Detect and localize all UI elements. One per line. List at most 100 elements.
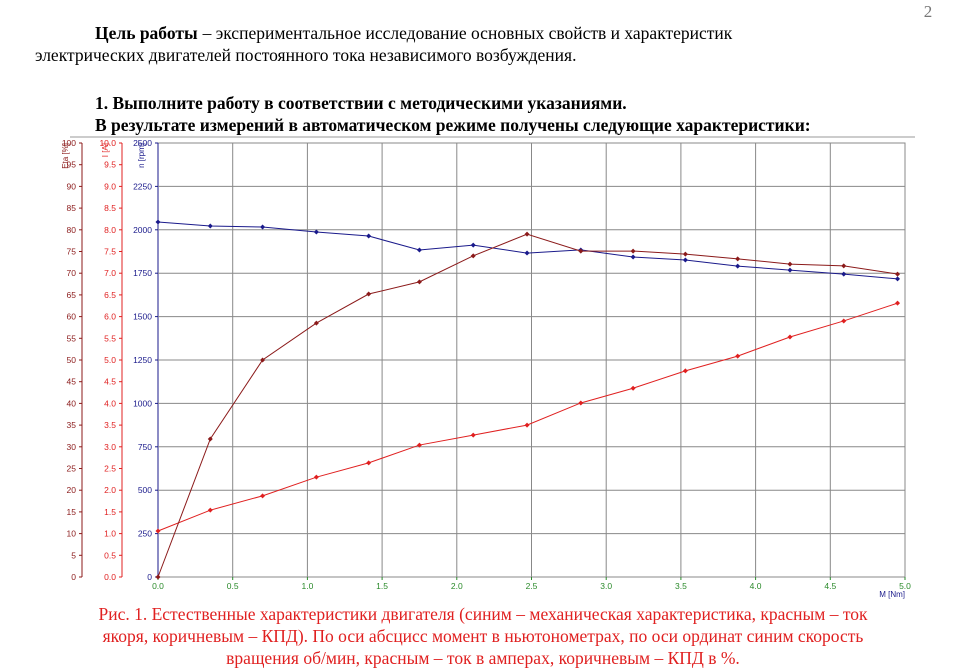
data-point (895, 300, 901, 306)
y-tick-label: 85 (67, 203, 77, 213)
series-line (157, 221, 898, 280)
series-line (157, 233, 898, 578)
y-tick-label: 90 (67, 181, 77, 191)
data-point (366, 460, 372, 466)
x-tick-label: 0.0 (152, 581, 164, 591)
y-tick-label: 0.5 (104, 550, 116, 560)
y-tick-label: 1.0 (104, 529, 116, 539)
y-tick-label: 8.5 (104, 203, 116, 213)
y-tick-label: 2000 (133, 225, 152, 235)
caption-line: вращения об/мин, красным – ток в амперах… (226, 648, 740, 668)
data-point (313, 474, 319, 480)
data-point (630, 254, 636, 260)
y-tick-label: 40 (67, 398, 77, 408)
intro-line: электрических двигателей постоянного ток… (35, 45, 576, 65)
y-tick-label: 1250 (133, 355, 152, 365)
y-tick-label: 55 (67, 333, 77, 343)
data-point (207, 507, 213, 513)
y-tick-label: 1.5 (104, 507, 116, 517)
y-axis-label: I [A] (101, 143, 110, 157)
y-tick-label: 250 (138, 529, 152, 539)
data-point (207, 436, 213, 442)
data-point (841, 271, 847, 277)
x-tick-label: 2.0 (451, 581, 463, 591)
y-tick-label: 2500 (133, 138, 152, 148)
data-point (630, 248, 636, 254)
data-point (470, 432, 476, 438)
y-tick-label: 80 (67, 225, 77, 235)
x-tick-label: 2.5 (526, 581, 538, 591)
data-point (735, 263, 741, 269)
caption-line: якоря, коричневым – КПД). По оси абсцисс… (103, 626, 864, 646)
y-tick-label: 45 (67, 377, 77, 387)
y-tick-label: 5 (71, 550, 76, 560)
y-tick-label: 0 (147, 572, 152, 582)
data-point (155, 574, 161, 580)
x-tick-label: 3.0 (600, 581, 612, 591)
data-point (260, 224, 266, 230)
x-tick-label: 5.0 (899, 581, 911, 591)
data-point (787, 267, 793, 273)
y-tick-label: 2250 (133, 181, 152, 191)
data-point (260, 493, 266, 499)
data-point (155, 219, 161, 225)
data-point (630, 385, 636, 391)
y-tick-label: 75 (67, 247, 77, 257)
y-tick-label: 2.0 (104, 485, 116, 495)
data-point (524, 422, 530, 428)
data-point (470, 242, 476, 248)
data-point (366, 291, 372, 297)
data-point (895, 271, 901, 277)
y-tick-label: 1500 (133, 312, 152, 322)
y-tick-label: 3.0 (104, 442, 116, 452)
data-point (578, 248, 584, 254)
y-tick-label: 3.5 (104, 420, 116, 430)
y-tick-label: 50 (67, 355, 77, 365)
y-tick-label: 0.0 (104, 572, 116, 582)
x-tick-label: 3.5 (675, 581, 687, 591)
y-tick-label: 10 (67, 529, 77, 539)
data-point (735, 353, 741, 359)
y-tick-label: 15 (67, 507, 77, 517)
y-tick-label: 10.0 (99, 138, 116, 148)
y-tick-label: 5.0 (104, 355, 116, 365)
x-tick-label: 1.0 (301, 581, 313, 591)
data-point (682, 368, 688, 374)
data-point (524, 250, 530, 256)
x-axis-label: M [Nm] (879, 590, 905, 599)
y-tick-label: 0 (71, 572, 76, 582)
y-tick-label: 30 (67, 442, 77, 452)
y-tick-label: 25 (67, 464, 77, 474)
y-tick-label: 1750 (133, 268, 152, 278)
data-point (416, 442, 422, 448)
y-tick-label: 65 (67, 290, 77, 300)
caption-line: Рис. 1. Естественные характеристики двиг… (98, 604, 868, 624)
x-tick-label: 4.0 (750, 581, 762, 591)
y-tick-label: 7.5 (104, 247, 116, 257)
heading-line: 1. Выполните работу в соответствии с мет… (95, 93, 627, 113)
y-tick-label: 1000 (133, 398, 152, 408)
data-point (313, 320, 319, 326)
data-point (524, 231, 530, 237)
y-axis-label: Eta [%] (61, 143, 70, 169)
y-tick-label: 100 (62, 138, 76, 148)
data-point (895, 276, 901, 282)
data-point (682, 251, 688, 257)
y-axis-label: n [rpm] (137, 143, 146, 168)
y-tick-label: 95 (67, 160, 77, 170)
y-tick-label: 60 (67, 312, 77, 322)
intro-line: Цель работы – экспериментальное исследова… (95, 23, 733, 43)
data-point (841, 263, 847, 269)
data-point (787, 261, 793, 267)
page-number: 2 (924, 2, 933, 21)
y-tick-label: 35 (67, 420, 77, 430)
data-point (416, 247, 422, 253)
y-tick-label: 5.5 (104, 333, 116, 343)
intro-bold: Цель работы (95, 23, 198, 43)
data-point (841, 318, 847, 324)
x-tick-label: 4.5 (824, 581, 836, 591)
heading-line: В результате измерений в автоматическом … (95, 115, 811, 135)
y-tick-label: 4.5 (104, 377, 116, 387)
y-tick-label: 8.0 (104, 225, 116, 235)
